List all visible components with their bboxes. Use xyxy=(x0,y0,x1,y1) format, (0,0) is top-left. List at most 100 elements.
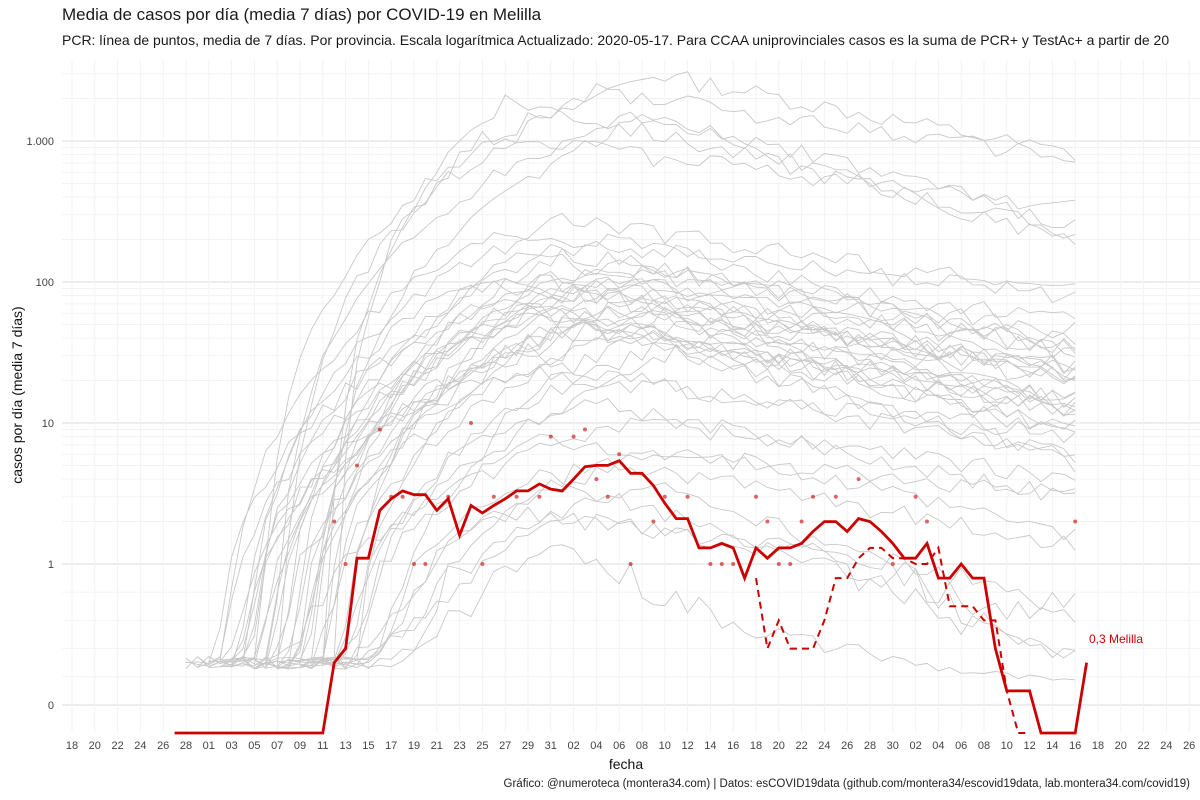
x-tick-label: 26 xyxy=(157,740,169,752)
x-tick-label: 17 xyxy=(385,740,397,752)
x-tick-label: 20 xyxy=(89,740,101,752)
province-line xyxy=(220,348,1076,665)
x-tick-label: 31 xyxy=(545,740,557,752)
province-line xyxy=(311,299,1076,667)
x-tick-label: 15 xyxy=(362,740,374,752)
melilla-series xyxy=(174,421,1088,735)
province-line xyxy=(220,265,1076,668)
province-line xyxy=(322,259,1076,666)
chart-subtitle: PCR: línea de puntos, media de 7 días. P… xyxy=(62,32,1170,48)
x-tick-label: 09 xyxy=(294,740,306,752)
daily-case-point xyxy=(446,494,451,499)
x-tick-label: 26 xyxy=(841,740,853,752)
daily-case-point xyxy=(685,494,690,499)
daily-case-point xyxy=(662,494,667,499)
x-tick-label: 11 xyxy=(317,740,328,752)
daily-case-point xyxy=(400,494,405,499)
y-axis-title: casos por día (media 7 días) xyxy=(9,306,25,483)
province-line xyxy=(322,131,1076,665)
province-line xyxy=(299,305,1076,668)
x-tick-label: 23 xyxy=(453,740,465,752)
daily-case-point xyxy=(651,519,656,524)
x-tick-label: 22 xyxy=(1137,740,1149,752)
x-tick-label: 22 xyxy=(795,740,807,752)
daily-case-point xyxy=(412,562,416,566)
x-tick-label: 19 xyxy=(408,740,420,752)
y-tick-label: 1 xyxy=(48,559,54,571)
daily-case-point xyxy=(514,494,519,499)
caption: Gráfico: @numeroteca (montera34.com) | D… xyxy=(503,778,1190,790)
x-tick-label: 01 xyxy=(203,740,215,752)
daily-case-point xyxy=(765,519,770,524)
daily-case-point xyxy=(605,494,610,499)
province-line xyxy=(185,286,1076,664)
x-tick-label: 10 xyxy=(1001,740,1013,752)
province-line xyxy=(310,113,1076,661)
province-line xyxy=(299,342,1076,668)
province-line xyxy=(334,343,1076,669)
x-tick-label: 30 xyxy=(887,740,899,752)
x-tick-label: 06 xyxy=(955,740,967,752)
province-line xyxy=(288,233,1076,664)
melilla-avg-line xyxy=(174,459,1088,735)
x-tick-label: 08 xyxy=(978,740,990,752)
province-line xyxy=(208,305,1076,669)
x-tick-label: 14 xyxy=(704,740,716,752)
daily-case-point xyxy=(389,494,394,499)
x-tick-label: 14 xyxy=(1046,740,1058,752)
province-line xyxy=(265,111,1076,663)
daily-case-point xyxy=(537,494,542,499)
province-line xyxy=(208,231,1076,663)
province-line xyxy=(253,83,1076,659)
daily-case-point xyxy=(617,452,622,457)
x-tick-label: 28 xyxy=(864,740,876,752)
daily-case-point xyxy=(491,494,496,499)
daily-case-point xyxy=(788,562,793,566)
x-axis-title: fecha xyxy=(609,756,643,772)
x-tick-label: 24 xyxy=(1160,740,1172,752)
daily-case-point xyxy=(708,562,713,566)
province-line xyxy=(276,71,1076,668)
y-tick-label: 100 xyxy=(36,277,54,289)
daily-case-point xyxy=(480,562,485,566)
x-tick-label: 26 xyxy=(1183,740,1195,752)
x-tick-label: 08 xyxy=(636,740,648,752)
daily-case-point xyxy=(1073,519,1078,524)
x-tick-label: 13 xyxy=(339,740,351,752)
x-tick-label: 02 xyxy=(567,740,579,752)
daily-case-point xyxy=(594,477,599,482)
melilla-pcr-line xyxy=(755,545,1030,734)
y-tick-label: 1.000 xyxy=(26,136,54,148)
chart-title: Media de casos por día (media 7 días) po… xyxy=(62,5,542,24)
x-tick-label: 20 xyxy=(773,740,785,752)
daily-case-point xyxy=(423,562,428,566)
daily-case-point xyxy=(925,519,929,524)
province-line xyxy=(242,276,1076,670)
province-line xyxy=(231,365,1076,670)
daily-case-point xyxy=(628,562,633,566)
x-tick-label: 06 xyxy=(613,740,625,752)
x-tick-label: 24 xyxy=(134,740,146,752)
x-tick-label: 07 xyxy=(271,740,283,752)
province-line xyxy=(265,321,1076,669)
province-line xyxy=(185,270,1076,668)
province-line xyxy=(185,417,1076,669)
x-tick-label: 20 xyxy=(1115,740,1127,752)
daily-case-point xyxy=(377,427,382,432)
x-tick-label: 16 xyxy=(727,740,739,752)
province-line xyxy=(334,279,1076,660)
x-tick-label: 29 xyxy=(522,740,534,752)
province-line xyxy=(277,331,1076,666)
x-tick-label: 18 xyxy=(66,740,78,752)
x-tick-label: 16 xyxy=(1069,740,1081,752)
x-tick-label: 02 xyxy=(909,740,921,752)
x-tick-label: 04 xyxy=(590,740,602,752)
daily-case-point xyxy=(332,519,337,524)
daily-case-point xyxy=(913,494,918,499)
daily-case-point xyxy=(571,434,576,439)
daily-case-point xyxy=(856,477,861,482)
x-tick-label: 21 xyxy=(431,740,443,752)
y-tick-label: 0 xyxy=(48,700,54,712)
daily-case-point xyxy=(811,494,815,499)
province-line xyxy=(333,94,1076,657)
